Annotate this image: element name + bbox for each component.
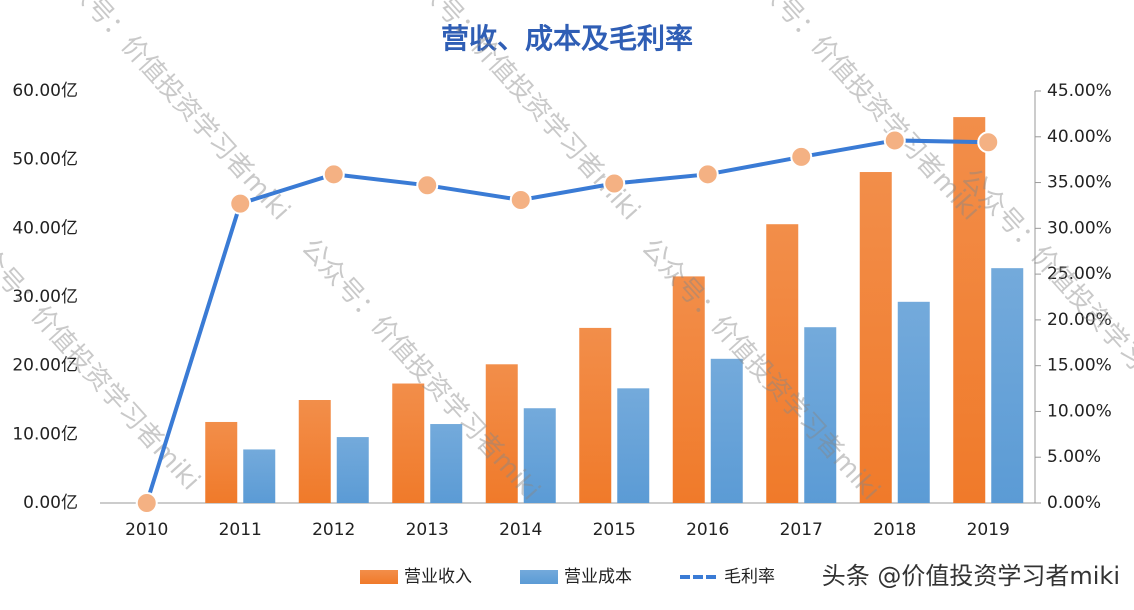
y-tick-label: 20.00亿 (12, 356, 78, 376)
y-tick-label: 0.00亿 (23, 493, 78, 513)
x-tick-label: 2014 (499, 520, 542, 540)
x-tick-label: 2012 (312, 520, 355, 540)
y2-tick-label: 0.00% (1047, 493, 1101, 513)
bar (336, 437, 369, 503)
x-tick-label: 2013 (406, 520, 449, 540)
x-tick-label: 2019 (967, 520, 1010, 540)
marker (696, 163, 719, 186)
y2-tick-label: 40.00% (1047, 127, 1112, 147)
bar (617, 388, 650, 503)
bar (430, 424, 463, 503)
bar (243, 449, 276, 503)
legend-swatch (520, 570, 558, 584)
chart-title: 营收、成本及毛利率 (441, 22, 693, 55)
bar (485, 364, 518, 503)
legend-label: 营业成本 (564, 567, 632, 587)
legend-swatch (360, 570, 398, 584)
bar (953, 117, 986, 504)
x-tick-label: 2011 (219, 520, 262, 540)
y-tick-label: 30.00亿 (12, 287, 78, 307)
marker (977, 131, 1000, 154)
y2-tick-label: 35.00% (1047, 173, 1112, 193)
bar (804, 327, 837, 503)
marker (883, 129, 906, 152)
marker (322, 163, 345, 186)
y-tick-label: 50.00亿 (12, 150, 78, 170)
x-tick-label: 2010 (125, 520, 168, 540)
watermark: 公众号：价值投资学习者miki (635, 233, 885, 506)
bar (710, 358, 743, 503)
bar (298, 400, 331, 503)
legend-label: 营业收入 (404, 567, 472, 587)
watermark: 公众号：价值投资学习者miki (45, 0, 295, 226)
bar (523, 408, 556, 503)
y-tick-label: 10.00亿 (12, 424, 78, 444)
y-tick-label: 40.00亿 (12, 218, 78, 238)
y-tick-label: 60.00亿 (12, 81, 78, 101)
line (144, 138, 989, 504)
watermark-footer: 头条 @价值投资学习者miki (822, 562, 1120, 590)
marker (603, 172, 626, 195)
x-tick-label: 2015 (593, 520, 636, 540)
bar (766, 224, 799, 504)
bar (991, 268, 1024, 503)
y2-tick-label: 30.00% (1047, 218, 1112, 238)
marker (416, 174, 439, 197)
y2-tick-label: 10.00% (1047, 401, 1112, 421)
marker (135, 492, 158, 514)
marker (229, 192, 252, 215)
y2-tick-label: 15.00% (1047, 356, 1112, 376)
bar (897, 301, 930, 503)
x-tick-label: 2018 (873, 520, 916, 540)
bar (392, 383, 425, 503)
bar (672, 276, 705, 503)
bar (205, 421, 238, 503)
legend-label: 毛利率 (724, 567, 775, 587)
marker (790, 145, 813, 168)
x-tick-label: 2017 (780, 520, 823, 540)
y2-tick-label: 5.00% (1047, 447, 1101, 467)
x-tick-label: 2016 (686, 520, 729, 540)
y2-tick-label: 20.00% (1047, 310, 1112, 330)
bar (579, 327, 612, 503)
bar (859, 172, 892, 503)
marker (509, 188, 532, 211)
y2-tick-label: 25.00% (1047, 264, 1112, 284)
y2-tick-label: 45.00% (1047, 81, 1112, 101)
